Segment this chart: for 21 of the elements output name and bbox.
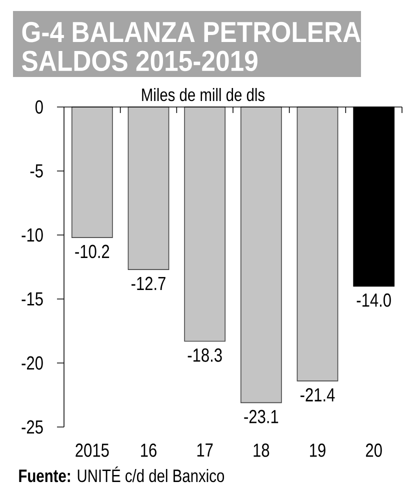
x-tick-label: 20 bbox=[366, 444, 382, 457]
data-label: -23.1 bbox=[244, 410, 278, 424]
y-tick-label: -10 bbox=[22, 228, 43, 242]
x-tick-label: 19 bbox=[310, 444, 326, 457]
data-label: -14.0 bbox=[356, 293, 391, 307]
y-tick-label: -25 bbox=[22, 420, 43, 434]
data-label: -10.2 bbox=[75, 244, 110, 258]
y-tick-label: -5 bbox=[30, 164, 43, 178]
chart-title: G-4 BALANZA PETROLERA SALDOS 2015-2019 bbox=[22, 22, 360, 72]
data-label: -18.3 bbox=[188, 348, 222, 362]
y-tick-label: 0 bbox=[35, 100, 43, 114]
chart-subtitle: Miles de mill de dls bbox=[142, 88, 265, 102]
text: Fuente: UNITÉ c/d del Banxico bbox=[19, 466, 224, 482]
data-label: -21.4 bbox=[300, 388, 335, 402]
x-tick-label: 2015 bbox=[76, 444, 109, 457]
y-tick-label: -15 bbox=[22, 292, 43, 306]
y-tick-label: -20 bbox=[22, 356, 43, 370]
x-tick-label: 18 bbox=[254, 444, 270, 457]
x-tick-label: 17 bbox=[197, 444, 213, 457]
x-tick-label: 16 bbox=[141, 444, 156, 457]
data-label: -12.7 bbox=[132, 276, 166, 290]
